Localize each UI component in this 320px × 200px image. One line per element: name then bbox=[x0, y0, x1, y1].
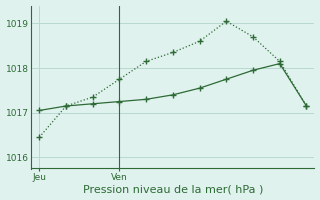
X-axis label: Pression niveau de la mer( hPa ): Pression niveau de la mer( hPa ) bbox=[83, 184, 263, 194]
